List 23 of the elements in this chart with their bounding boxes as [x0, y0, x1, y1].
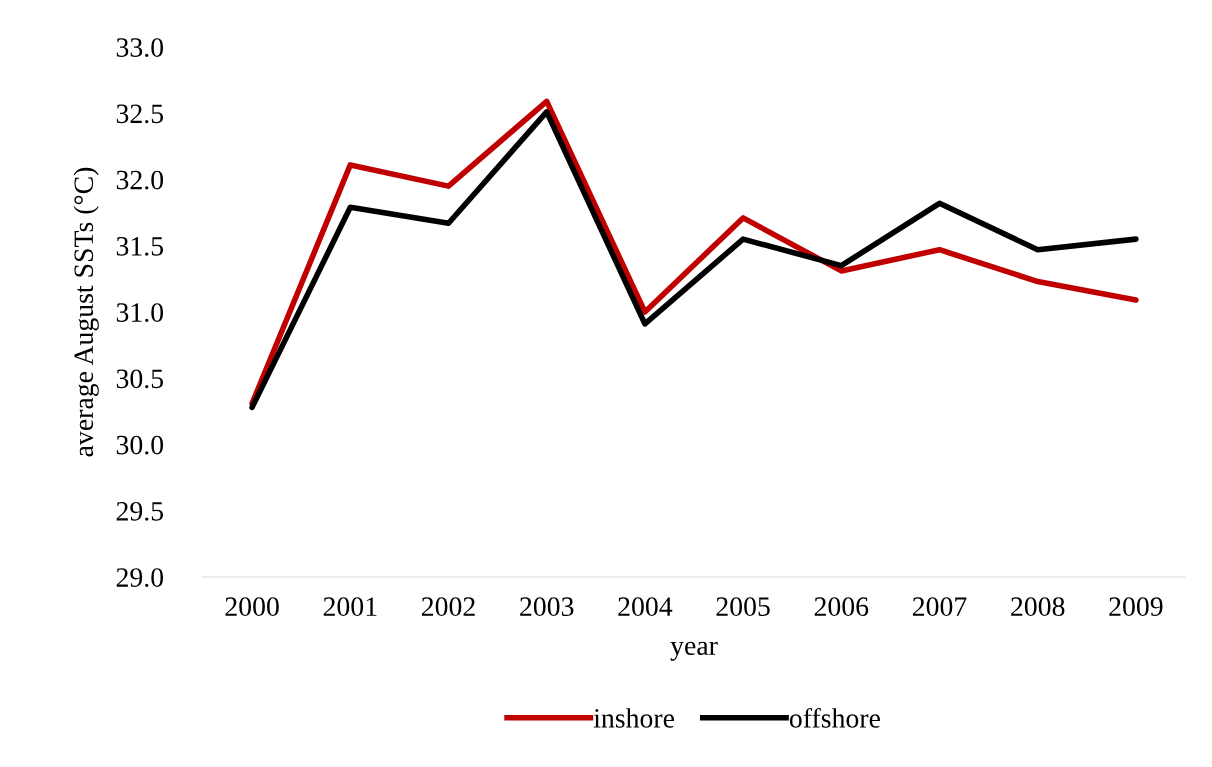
- x-tick-label: 2000: [225, 597, 279, 616]
- y-tick-label: 32.5: [116, 104, 164, 124]
- x-axis-title: year: [670, 641, 718, 661]
- y-tick-label: 31.0: [116, 303, 164, 323]
- legend-label: inshore: [593, 708, 674, 728]
- y-tick-label: 30.0: [116, 435, 164, 455]
- x-tick-label: 2004: [618, 597, 673, 616]
- x-tick-label: 2007: [912, 597, 967, 616]
- x-tick-label: 2009: [1109, 597, 1163, 616]
- x-tick-label: 2008: [1011, 597, 1065, 616]
- x-tick-label: 2001: [323, 597, 377, 616]
- y-tick-label: 31.5: [116, 236, 164, 256]
- x-tick-label: 2005: [716, 597, 770, 616]
- legend-label: offshore: [789, 707, 880, 728]
- y-tick-label: 30.5: [116, 369, 164, 389]
- x-tick-label: 2006: [814, 597, 869, 616]
- y-tick-label: 29.5: [116, 501, 164, 521]
- y-tick-label: 33.0: [116, 38, 164, 58]
- y-tick-label: 29.0: [116, 568, 164, 588]
- y-axis-title: average August SSTs (°C): [73, 167, 99, 457]
- y-tick-label: 32.0: [116, 170, 164, 190]
- x-tick-label: 2002: [421, 597, 475, 616]
- x-tick-label: 2003: [520, 597, 574, 616]
